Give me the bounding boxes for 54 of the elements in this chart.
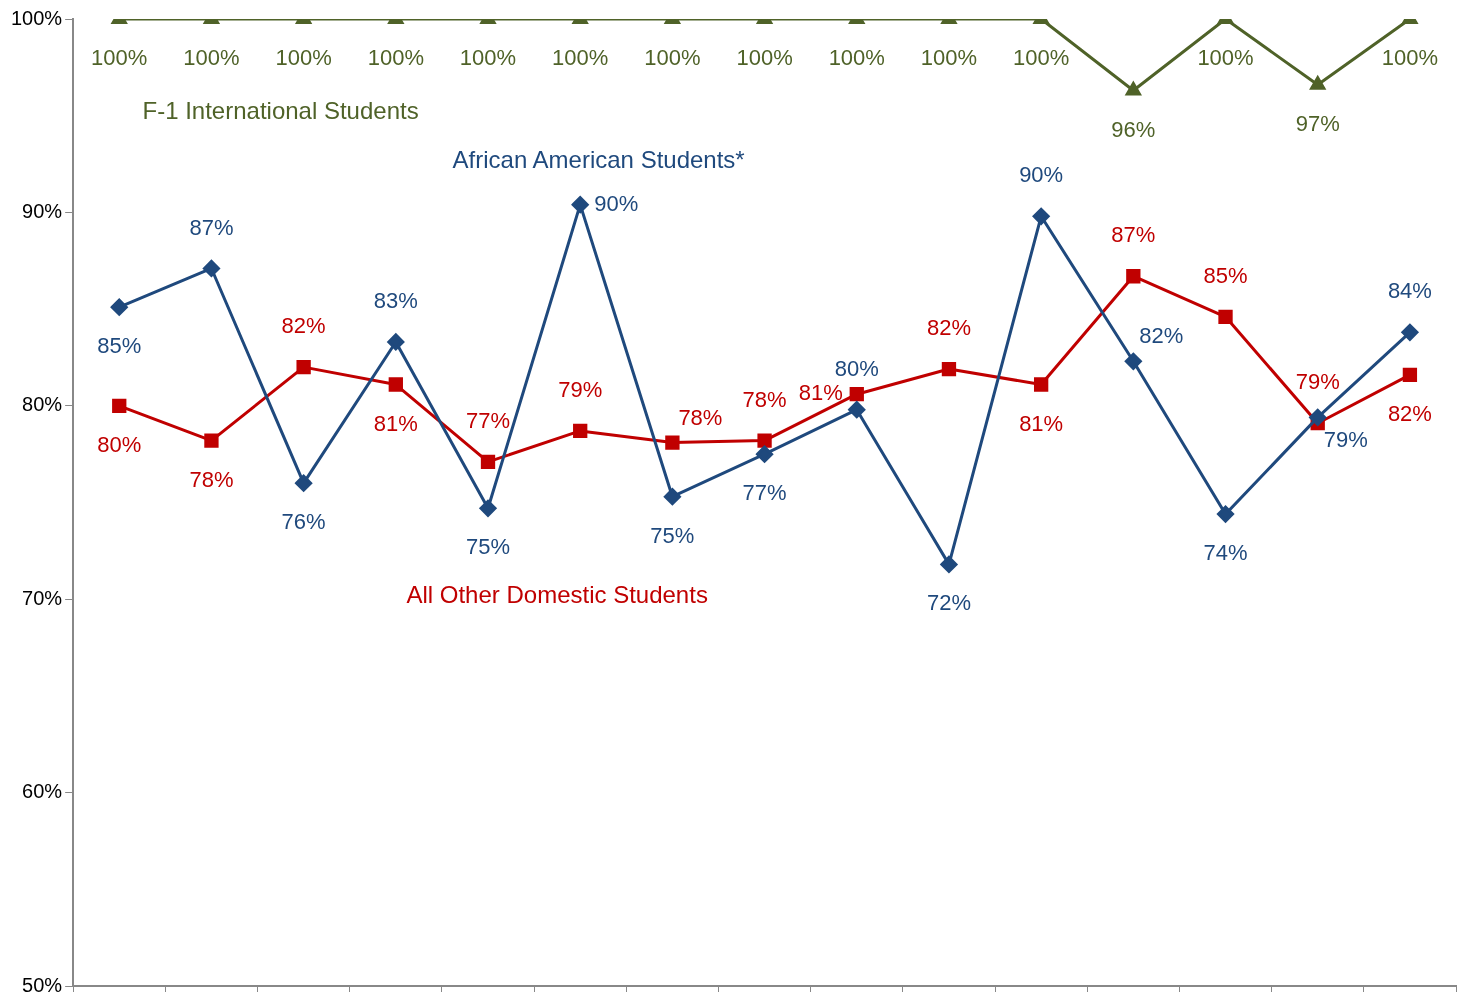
data-label: 100% — [367, 45, 424, 71]
data-label: 100% — [91, 45, 148, 71]
data-label: 100% — [552, 45, 609, 71]
data-label: 80% — [97, 431, 142, 457]
data-label: 100% — [183, 45, 240, 71]
data-label: 96% — [1111, 116, 1156, 142]
data-label: 82% — [926, 315, 971, 341]
y-tick-label: 50% — [22, 973, 63, 996]
data-label: 77% — [465, 407, 511, 433]
data-label: 81% — [1019, 410, 1064, 436]
data-label: 84% — [1387, 278, 1432, 304]
data-label: 100% — [275, 45, 332, 71]
data-label: 82% — [1387, 400, 1432, 426]
data-label: 97% — [1295, 110, 1340, 136]
data-label: 87% — [189, 214, 234, 240]
data-label: 78% — [742, 386, 787, 412]
data-label: 85% — [97, 333, 142, 359]
data-label: 82% — [1139, 323, 1184, 349]
data-label: 80% — [834, 355, 879, 381]
data-label: 100% — [736, 45, 793, 71]
data-label: 72% — [926, 590, 971, 616]
data-label: 81% — [798, 380, 843, 406]
data-label: 82% — [281, 313, 326, 339]
y-tick-label: 100% — [11, 6, 63, 29]
data-label: 100% — [920, 45, 978, 71]
data-label: 79% — [558, 377, 603, 402]
data-label: 77% — [742, 480, 787, 506]
data-label: 90% — [1019, 162, 1064, 188]
data-label: 100% — [644, 45, 701, 71]
data-label: 100% — [1013, 45, 1070, 71]
data-label: 79% — [1295, 369, 1340, 395]
y-tick-label: 80% — [22, 393, 63, 416]
data-label: 78% — [678, 404, 723, 430]
data-label: 74% — [1203, 540, 1248, 566]
data-label: 90% — [594, 190, 639, 216]
data-label: 87% — [1111, 222, 1156, 248]
y-tick-label: 90% — [22, 199, 63, 222]
data-label: 85% — [1203, 262, 1248, 288]
data-label: 81% — [373, 410, 418, 436]
series-label: African American Students* — [452, 145, 745, 173]
data-label: 100% — [828, 45, 885, 71]
data-label: 83% — [373, 288, 418, 314]
data-label: 75% — [465, 534, 511, 560]
text: F-1 International Students — [142, 97, 419, 125]
data-label: 78% — [189, 466, 234, 492]
data-label: 79% — [1323, 427, 1368, 453]
data-label: 76% — [281, 509, 326, 535]
text: All Other Domestic Students — [406, 580, 708, 608]
data-label: 75% — [650, 522, 695, 548]
data-label: 100% — [459, 45, 517, 71]
y-tick-label: 60% — [22, 780, 63, 803]
y-tick-label: 70% — [22, 586, 63, 609]
data-label: 100% — [1197, 45, 1254, 71]
data-label: 100% — [1381, 45, 1439, 71]
